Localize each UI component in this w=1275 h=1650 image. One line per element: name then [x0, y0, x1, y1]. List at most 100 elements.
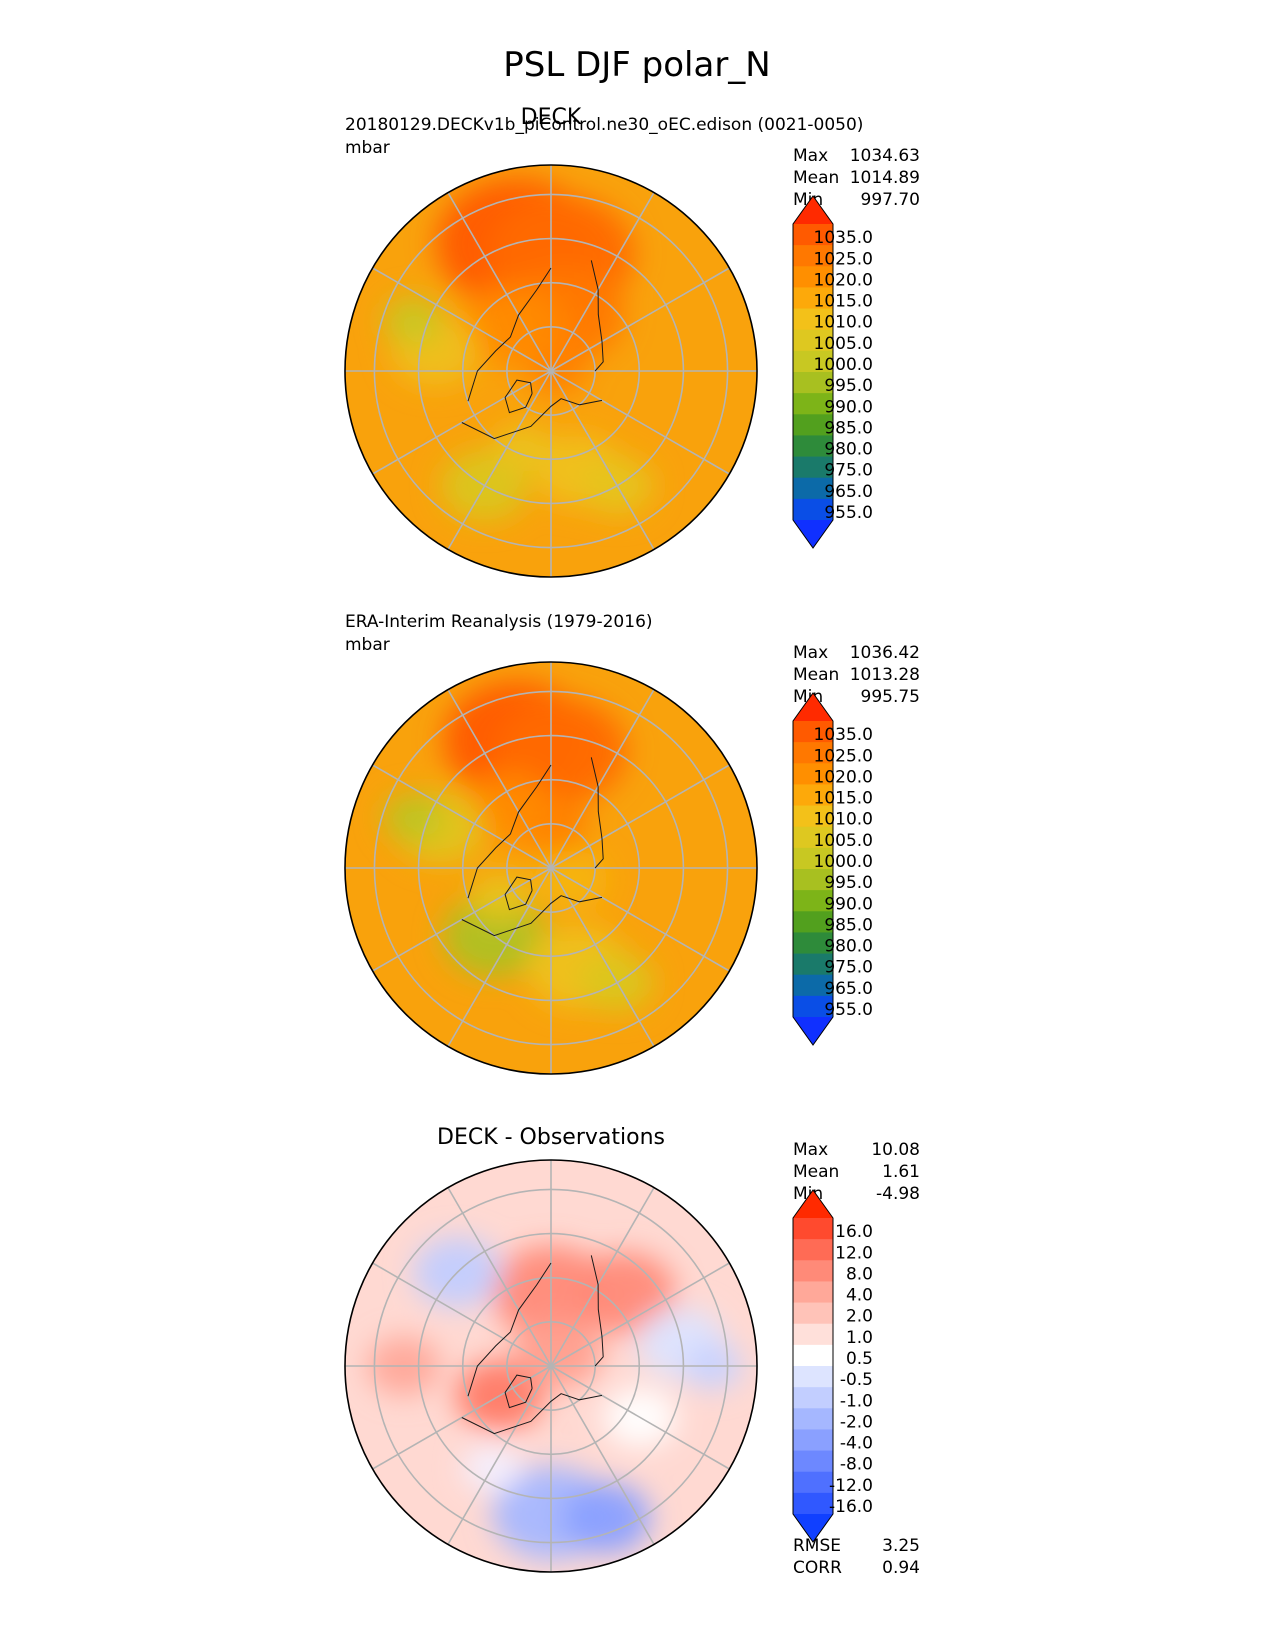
map-boundary [344, 1159, 758, 1573]
field-anomaly [383, 794, 443, 842]
colorbar-swatch [793, 1408, 833, 1430]
colorbar-outline [792, 692, 834, 1046]
rmse-value: 3.25 [882, 1536, 920, 1556]
colorbar-tick-label: 12.0 [835, 1243, 873, 1263]
coastline [461, 895, 603, 937]
meridian-line [447, 1365, 552, 1545]
colorbar-tick-label: 8.0 [846, 1264, 873, 1284]
stat-mean-value: 1014.89 [850, 168, 920, 188]
colorbar-tick-label: 980.0 [824, 440, 873, 460]
colorbar-swatch [793, 1366, 833, 1388]
colorbar-tick-label: 1000.0 [814, 852, 873, 872]
meridian-line [550, 689, 655, 869]
colorbar-swatch [793, 435, 833, 457]
map [344, 164, 758, 578]
meridian-line [372, 267, 552, 372]
colorbar-tick-label: 1020.0 [814, 767, 873, 787]
panel-obs: ERA-Interim Reanalysis (1979-2016) mbar … [344, 612, 920, 1075]
colorbar-extend-max [793, 1190, 833, 1218]
meridian-line [447, 1187, 552, 1367]
graticule [345, 165, 757, 577]
meridian-line [550, 192, 655, 372]
panel-title: DECK [521, 105, 582, 130]
colorbar-swatch [793, 974, 833, 997]
colorbar-tick-label: 1025.0 [814, 249, 873, 269]
stat-max-value: 1034.63 [850, 146, 920, 166]
colorbar-extend-max [793, 693, 833, 721]
stat-max-label: Max [793, 146, 828, 166]
meridian-line [447, 867, 552, 1047]
stat-mean-value: 1013.28 [850, 665, 920, 685]
colorbar-extend-min [793, 1514, 833, 1542]
meridian-line [550, 867, 730, 972]
meridian-line [372, 1262, 552, 1367]
colorbar-tick-label: -2.0 [840, 1412, 873, 1432]
coastlines [461, 260, 604, 440]
colorbar: 1035.01025.01020.01015.01010.01005.01000… [792, 195, 873, 549]
stat-min-value: 997.70 [861, 190, 920, 210]
colorbar-tick-label: 16.0 [835, 1222, 873, 1242]
colorbar-swatch [793, 1471, 833, 1494]
colorbar-tick-label: 2.0 [846, 1307, 873, 1327]
map [344, 1159, 758, 1573]
colorbar-tick-label: 1035.0 [814, 228, 873, 248]
colorbar-tick-label: 995.0 [824, 376, 873, 396]
colorbar-tick-label: 985.0 [824, 418, 873, 438]
figure-title: PSL DJF polar_N [503, 45, 770, 85]
stat-mean-label: Mean [793, 665, 839, 685]
colorbar-swatch [793, 890, 833, 912]
units-label: mbar [345, 138, 390, 158]
colorbar-tick-label: 1020.0 [814, 270, 873, 290]
colorbar-swatch [793, 1218, 833, 1240]
colorbar-swatch [793, 1260, 833, 1282]
meridian-line [550, 1262, 730, 1367]
colorbar-extend-min [793, 1017, 833, 1045]
colorbar-swatch [793, 763, 833, 785]
colorbar-swatch [793, 847, 833, 870]
coastline [504, 876, 533, 911]
colorbar-tick-label: 1005.0 [814, 334, 873, 354]
colorbar-swatch [793, 805, 833, 828]
colorbar-tick-label: 1005.0 [814, 831, 873, 851]
stat-max-label: Max [793, 643, 828, 663]
colorbar-outline [792, 195, 834, 549]
coastlines [461, 757, 604, 937]
colorbar-swatch [793, 245, 833, 267]
field-anomaly [562, 1482, 651, 1554]
meridian-line [447, 370, 552, 550]
meridian-line [372, 370, 552, 475]
colorbar-swatch [793, 456, 833, 479]
map-boundary [344, 661, 758, 1075]
colorbar-tick-label: 1010.0 [814, 313, 873, 333]
coastline [504, 379, 533, 414]
coastline [461, 398, 603, 440]
stat-mean-label: Mean [793, 1162, 839, 1182]
colorbar-tick-label: 980.0 [824, 937, 873, 957]
rmse-label: RMSE [793, 1536, 841, 1556]
coastline [467, 1262, 552, 1397]
colorbar-tick-label: 975.0 [824, 958, 873, 978]
colorbar-tick-label: 965.0 [824, 482, 873, 502]
colorbar-tick-label: 4.0 [846, 1286, 873, 1306]
colorbar-tick-label: 1035.0 [814, 725, 873, 745]
stat-min-value: -4.98 [876, 1184, 920, 1204]
colorbar-tick-label: 1025.0 [814, 746, 873, 766]
colorbar-swatch [793, 1344, 833, 1367]
map-boundary [344, 164, 758, 578]
meridian-line [372, 867, 552, 972]
stats-block: Max 1036.42 Mean 1013.28 Min 995.75 [793, 643, 920, 707]
colorbar-swatch [793, 826, 833, 849]
colorbar-swatch [793, 350, 833, 373]
colorbar-swatch [793, 911, 833, 933]
coastlines [461, 1255, 604, 1435]
colorbar-swatch [793, 1450, 833, 1473]
left-title: 20180129.DECKv1b_piControl.ne30_oEC.edis… [345, 115, 863, 135]
skill-scores: RMSE 3.25 CORR 0.94 [793, 1536, 920, 1578]
colorbar-tick-label: 990.0 [824, 397, 873, 417]
colorbar-swatch [793, 1281, 833, 1303]
colorbar-tick-label: -16.0 [829, 1497, 873, 1517]
units-label: mbar [345, 635, 390, 655]
colorbar-tick-label: 0.5 [846, 1349, 873, 1369]
colorbar-tick-label: 1.0 [846, 1328, 873, 1348]
coastline [467, 764, 552, 899]
